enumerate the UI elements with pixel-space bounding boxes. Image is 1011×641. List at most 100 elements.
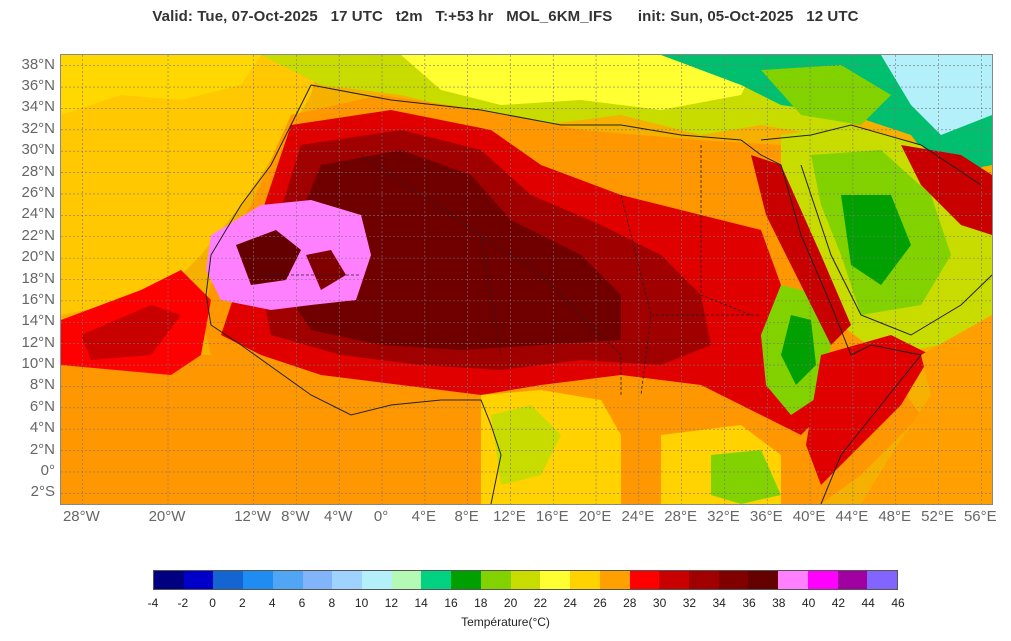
colorbar-tick-label: 40 bbox=[801, 596, 816, 610]
colorbar-swatch bbox=[243, 571, 273, 589]
lat-label: 34°N bbox=[21, 98, 55, 116]
lon-label: 8°E bbox=[454, 508, 479, 525]
lon-label: 36°E bbox=[749, 508, 783, 525]
lon-label: 56°E bbox=[963, 508, 997, 525]
atlantic-north bbox=[61, 55, 321, 315]
lat-label: 28°N bbox=[21, 162, 55, 180]
colorbar-tick-label: -2 bbox=[177, 596, 189, 610]
lat-label: 32°N bbox=[21, 119, 55, 137]
colorbar-swatch bbox=[748, 571, 779, 589]
colorbar-tick-label: 34 bbox=[712, 596, 726, 610]
colorbar-tick-label: 38 bbox=[772, 596, 786, 610]
colorbar bbox=[153, 570, 898, 590]
lon-label: 12°W bbox=[234, 508, 272, 525]
lat-label: 10°N bbox=[21, 355, 55, 373]
colorbar-swatch bbox=[332, 571, 363, 589]
lat-label: 8°N bbox=[29, 376, 55, 394]
colorbar-swatch bbox=[659, 571, 689, 589]
colorbar-swatch bbox=[183, 571, 214, 589]
lon-label: 24°E bbox=[621, 508, 655, 525]
colorbar-tick-label: 16 bbox=[444, 596, 458, 610]
colorbar-tick-label: -4 bbox=[147, 596, 159, 610]
lon-label: 32°E bbox=[707, 508, 740, 525]
colorbar-tick-label: 0 bbox=[209, 596, 216, 610]
horn-of-africa bbox=[806, 335, 931, 485]
map-title: Valid: Tue, 07-Oct-2025 17 UTC t2m T:+53… bbox=[152, 8, 859, 25]
colorbar-tick-label: 18 bbox=[474, 596, 488, 610]
colorbar-swatch bbox=[867, 571, 897, 589]
colorbar-swatch bbox=[302, 571, 333, 589]
country-borders bbox=[261, 145, 761, 396]
colorbar-tick-label: 24 bbox=[563, 596, 577, 610]
lat-label: 24°N bbox=[21, 205, 55, 223]
lon-label: 12°E bbox=[493, 508, 526, 525]
colorbar-swatch bbox=[599, 571, 630, 589]
lat-label: 22°N bbox=[21, 226, 55, 244]
colorbar-swatch bbox=[718, 571, 749, 589]
lat-label: 2°N bbox=[29, 440, 55, 458]
lat-label: 2°S bbox=[30, 483, 55, 501]
lat-label: 4°N bbox=[29, 419, 55, 437]
graticule bbox=[61, 55, 992, 504]
colorbar-tick-label: 22 bbox=[533, 596, 548, 610]
colorbar-swatch bbox=[510, 571, 541, 589]
colorbar-swatch bbox=[480, 571, 511, 589]
lat-label: 14°N bbox=[21, 312, 55, 330]
lat-label: 26°N bbox=[21, 183, 55, 201]
colorbar-tick-label: 6 bbox=[298, 596, 306, 610]
colorbar-label: Température(°C) bbox=[461, 615, 550, 629]
lon-label: 0° bbox=[373, 508, 389, 525]
colorbar-swatch bbox=[391, 571, 422, 589]
lon-label: 48°E bbox=[878, 508, 912, 525]
lat-label: 0° bbox=[40, 461, 55, 479]
coastlines bbox=[205, 84, 992, 504]
colorbar-tick-label: 8 bbox=[328, 596, 336, 610]
colorbar-tick-label: 30 bbox=[652, 596, 667, 610]
lat-label: 18°N bbox=[21, 269, 55, 287]
red-sea-hot bbox=[751, 155, 851, 345]
lat-label: 30°N bbox=[21, 141, 55, 159]
colorbar-swatch bbox=[837, 571, 868, 589]
colorbar-tick-label: 20 bbox=[503, 596, 518, 610]
colorbar-tick-label: 2 bbox=[239, 596, 246, 610]
lon-label: 40°E bbox=[792, 508, 826, 525]
colorbar-swatch bbox=[451, 571, 481, 589]
lat-label: 20°N bbox=[21, 248, 55, 266]
colorbar-swatch bbox=[629, 571, 660, 589]
lon-label: 20°E bbox=[578, 508, 612, 525]
lon-label: 4°W bbox=[323, 508, 353, 525]
lon-label: 20°W bbox=[148, 508, 186, 525]
colorbar-swatch bbox=[421, 571, 452, 589]
colorbar-tick-label: 14 bbox=[414, 596, 428, 610]
colorbar-tick-label: 46 bbox=[891, 596, 905, 610]
colorbar-tick-label: 28 bbox=[623, 596, 637, 610]
colorbar-swatch bbox=[272, 571, 303, 589]
persian-gulf-hot bbox=[901, 145, 992, 235]
lon-label: 4°E bbox=[411, 508, 437, 525]
colorbar-tick-label: 4 bbox=[268, 596, 276, 610]
colorbar-swatch bbox=[154, 571, 184, 589]
colorbar-tick-label: 10 bbox=[354, 596, 369, 610]
colorbar-tick-label: 36 bbox=[742, 596, 756, 610]
colorbar-tick-label: 26 bbox=[593, 596, 607, 610]
extreme-heat-core bbox=[281, 150, 621, 350]
colorbar-tick-label: 44 bbox=[861, 596, 875, 610]
lon-label: 52°E bbox=[921, 508, 954, 525]
lon-label: 28°E bbox=[664, 508, 698, 525]
lon-label: 16°E bbox=[535, 508, 569, 525]
lon-label: 28°W bbox=[62, 508, 100, 525]
colorbar-swatch bbox=[778, 571, 808, 589]
colorbar-swatch bbox=[213, 571, 244, 589]
colorbar-swatch bbox=[362, 571, 392, 589]
colorbar-swatch bbox=[570, 571, 600, 589]
lat-label: 38°N bbox=[21, 55, 55, 73]
colorbar-swatch bbox=[688, 571, 719, 589]
lon-label: 8°W bbox=[281, 508, 310, 525]
colorbar-tick-label: 12 bbox=[384, 596, 399, 610]
colorbar-swatch bbox=[807, 571, 838, 589]
colorbar-tick-label: 32 bbox=[682, 596, 697, 610]
lat-label: 12°N bbox=[21, 333, 55, 351]
lon-label: 44°E bbox=[835, 508, 869, 525]
temperature-map bbox=[60, 54, 993, 505]
lat-label: 16°N bbox=[21, 290, 55, 308]
